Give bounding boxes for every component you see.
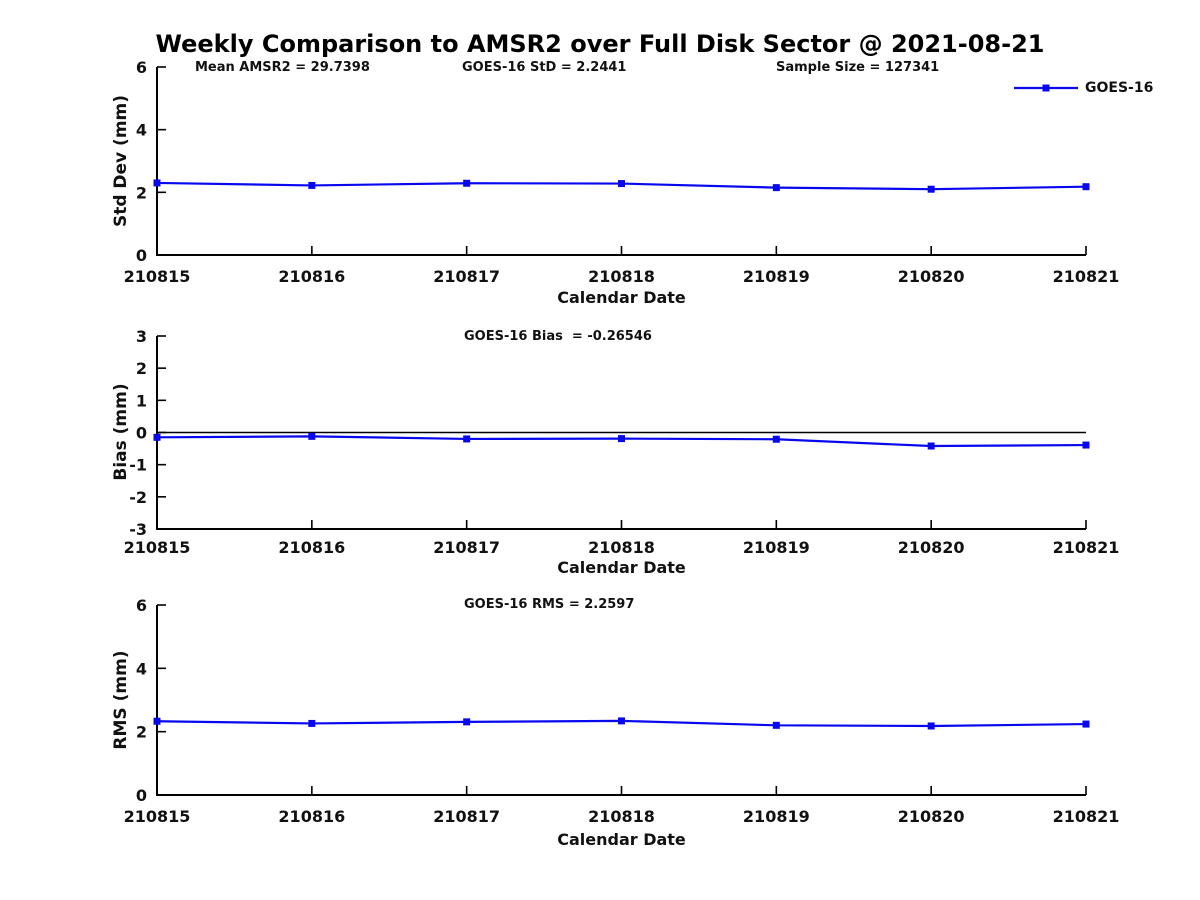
rms-x-axis-label: Calendar Date — [557, 830, 686, 849]
y-tick-label: 6 — [136, 58, 147, 77]
bias-x-axis-label: Calendar Date — [557, 558, 686, 577]
x-tick-label: 210817 — [433, 267, 500, 286]
x-tick-label: 210821 — [1053, 807, 1120, 826]
x-tick-label: 210815 — [124, 267, 191, 286]
x-tick-label: 210820 — [898, 267, 965, 286]
x-tick-label: 210820 — [898, 538, 965, 557]
y-tick-label: 1 — [136, 391, 147, 410]
x-tick-label: 210818 — [588, 807, 655, 826]
y-tick-label: 2 — [136, 723, 147, 742]
data-point-marker — [927, 722, 935, 730]
x-tick-label: 210819 — [743, 267, 810, 286]
x-tick-label: 210815 — [124, 807, 191, 826]
legend-marker — [1042, 84, 1050, 92]
annotation-goes16-std: GOES-16 StD = 2.2441 — [462, 60, 627, 75]
bias-chart-title: GOES-16 Bias = -0.26546 — [464, 329, 652, 344]
data-point-marker — [1082, 183, 1090, 191]
x-tick-label: 210819 — [743, 807, 810, 826]
y-tick-label: -1 — [129, 456, 147, 475]
data-point-marker — [1082, 720, 1090, 728]
y-tick-label: 0 — [136, 786, 147, 805]
data-point-marker — [1082, 441, 1090, 449]
data-point-marker — [308, 432, 316, 440]
x-tick-label: 210816 — [278, 807, 345, 826]
stddev-x-axis-label: Calendar Date — [557, 288, 686, 307]
legend-label: GOES-16 — [1085, 80, 1154, 96]
y-tick-label: -3 — [129, 520, 147, 539]
rms-chart-title: GOES-16 RMS = 2.2597 — [464, 597, 635, 612]
x-tick-label: 210821 — [1053, 538, 1120, 557]
data-point-marker — [618, 435, 625, 443]
legend-line-marker-icon — [1014, 84, 1078, 92]
axis-lines — [156, 605, 1086, 796]
x-tick-label: 210821 — [1053, 267, 1120, 286]
data-point-marker — [618, 717, 625, 725]
y-tick-label: 2 — [136, 359, 147, 378]
data-point-marker — [772, 721, 780, 729]
x-tick-label: 210816 — [278, 267, 345, 286]
data-point-marker — [463, 179, 471, 187]
chart-rms: 0 2 4 6 210815 210816 210817 210818 210819 210820… — [124, 596, 1120, 826]
x-tick-label: 210820 — [898, 807, 965, 826]
x-tick-label: 210818 — [588, 267, 655, 286]
data-point-marker — [463, 435, 471, 443]
data-point-marker — [772, 184, 780, 192]
y-tick-label: -2 — [129, 488, 147, 507]
x-tick-label: 210818 — [588, 538, 655, 557]
legend: GOES-16 — [1014, 80, 1153, 96]
x-tick-label: 210817 — [433, 538, 500, 557]
x-tick-label: 210817 — [433, 807, 500, 826]
x-tick-label: 210819 — [743, 538, 810, 557]
data-point-marker — [927, 185, 935, 193]
data-point-marker — [772, 435, 780, 443]
data-point-marker — [153, 179, 161, 187]
chart-std-dev: 0 2 4 6 210815 210816 210817 210818 210819 210820… — [124, 58, 1120, 286]
y-tick-label: 4 — [136, 659, 147, 678]
y-tick-label: 6 — [136, 596, 147, 615]
figure-title: Weekly Comparison to AMSR2 over Full Dis… — [155, 30, 1045, 58]
y-tick-label: 4 — [136, 121, 147, 140]
data-point-marker — [308, 181, 316, 189]
data-point-marker — [153, 717, 161, 725]
data-point-marker — [463, 718, 471, 726]
data-point-marker — [927, 442, 935, 450]
annotation-sample-size: Sample Size = 127341 — [776, 60, 940, 75]
data-point-marker — [153, 433, 161, 441]
data-point-marker — [618, 180, 625, 188]
annotation-mean-amsr2: Mean AMSR2 = 29.7398 — [195, 60, 370, 75]
x-tick-label: 210815 — [124, 538, 191, 557]
y-tick-label: 3 — [136, 327, 147, 346]
axis-lines — [156, 67, 1086, 256]
data-point-marker — [308, 719, 316, 727]
x-tick-label: 210816 — [278, 538, 345, 557]
y-tick-label: 2 — [136, 183, 147, 202]
y-tick-label: 0 — [136, 424, 147, 443]
y-tick-label: 0 — [136, 246, 147, 265]
